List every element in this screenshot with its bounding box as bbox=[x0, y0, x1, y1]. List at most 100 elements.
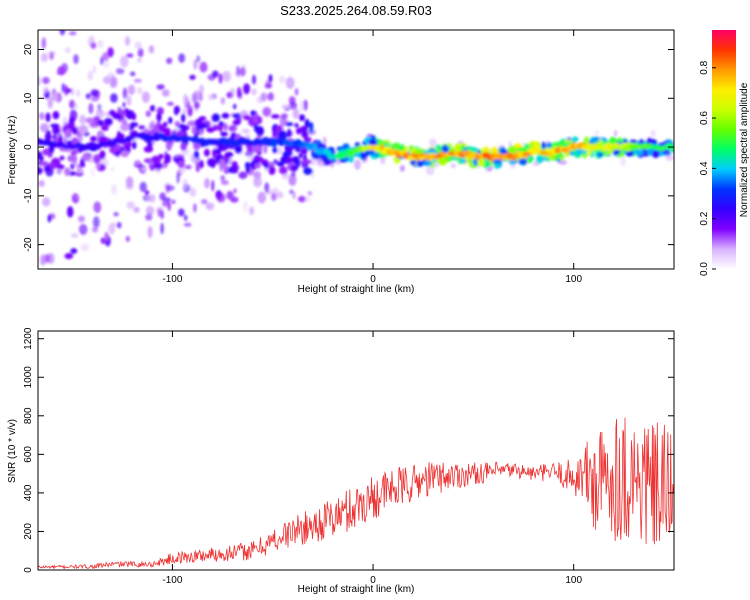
heatmap-blob bbox=[291, 169, 296, 177]
heatmap-blob bbox=[275, 125, 283, 132]
heatmap-blob bbox=[195, 164, 200, 173]
heatmap-y-ticks: -20 -10 0 10 20 bbox=[23, 44, 674, 252]
heatmap-blob bbox=[287, 128, 292, 138]
heatmap-blob bbox=[193, 101, 200, 110]
heatmap-blob bbox=[207, 126, 215, 133]
x-tick-label: 0 bbox=[370, 274, 376, 285]
heatmap-blob bbox=[232, 167, 238, 174]
heatmap-blob bbox=[236, 65, 240, 77]
heatmap-blob bbox=[243, 200, 248, 213]
heatmap-x-ticks: -100 0 100 bbox=[162, 30, 582, 285]
heatmap-blob bbox=[298, 152, 303, 159]
heatmap-blob bbox=[81, 153, 92, 162]
heatmap-blob bbox=[127, 84, 136, 96]
heatmap-blob bbox=[122, 87, 128, 100]
heatmap-marks bbox=[38, 30, 674, 266]
heatmap-blob bbox=[222, 70, 232, 82]
snr-plot-area bbox=[38, 331, 674, 570]
heatmap-blob bbox=[292, 108, 300, 119]
y-tick-label: 1200 bbox=[23, 327, 34, 350]
heatmap-blob bbox=[450, 163, 457, 168]
heatmap-blob bbox=[78, 124, 88, 135]
heatmap-blob bbox=[130, 71, 136, 77]
snr-frame bbox=[37, 330, 675, 571]
heatmap-blob bbox=[279, 166, 288, 175]
heatmap-blob bbox=[73, 54, 79, 65]
heatmap-blob bbox=[220, 175, 226, 181]
heatmap-blob bbox=[288, 101, 298, 110]
heatmap-blob bbox=[122, 118, 127, 126]
heatmap-blob bbox=[108, 223, 116, 235]
heatmap-blob bbox=[75, 194, 79, 200]
heatmap-blob bbox=[541, 141, 546, 149]
heatmap-blob bbox=[68, 116, 75, 124]
heatmap-blob bbox=[279, 75, 286, 84]
heatmap-blob bbox=[187, 120, 197, 127]
heatmap-blob bbox=[207, 158, 215, 167]
heatmap-blob bbox=[80, 243, 90, 252]
heatmap-blob bbox=[263, 162, 269, 169]
heatmap-blob bbox=[145, 110, 151, 117]
heatmap-blob bbox=[276, 147, 283, 155]
y-tick-label: 1000 bbox=[23, 366, 34, 389]
heatmap-blob bbox=[291, 156, 300, 163]
heatmap-blob bbox=[112, 113, 122, 120]
heatmap-blob bbox=[126, 95, 132, 106]
heatmap-blob bbox=[294, 88, 299, 96]
heatmap-blob bbox=[107, 47, 114, 58]
heatmap-blob bbox=[223, 123, 228, 131]
snr-panel: -100 0 100 0 200 400 600 800 1000 1200 Height of… bbox=[7, 327, 675, 595]
heatmap-blob bbox=[50, 123, 60, 128]
heatmap-blob bbox=[149, 129, 155, 134]
heatmap-blob bbox=[66, 206, 74, 218]
heatmap-blob bbox=[507, 145, 518, 154]
heatmap-blob bbox=[304, 118, 310, 128]
heatmap-blob bbox=[348, 155, 354, 163]
heatmap-blob bbox=[56, 70, 65, 76]
heatmap-blob bbox=[116, 222, 122, 229]
heatmap-ridge-blob bbox=[108, 140, 117, 147]
heatmap-blob bbox=[294, 123, 299, 128]
heatmap-blob bbox=[38, 180, 45, 187]
heatmap-blob bbox=[47, 214, 52, 223]
heatmap-blob bbox=[441, 144, 449, 154]
heatmap-blob bbox=[145, 213, 153, 221]
heatmap-blob bbox=[79, 114, 87, 125]
heatmap-blob bbox=[257, 191, 266, 204]
heatmap-blob bbox=[87, 70, 94, 81]
heatmap-blob bbox=[219, 158, 226, 169]
y-tick-label: 400 bbox=[23, 484, 34, 501]
heatmap-blob bbox=[233, 103, 237, 110]
heatmap-blob bbox=[199, 61, 208, 73]
heatmap-blob bbox=[198, 129, 204, 135]
heatmap-blob bbox=[182, 108, 187, 115]
heatmap-blob bbox=[52, 125, 61, 135]
heatmap-blob bbox=[109, 146, 118, 154]
heatmap-blob bbox=[144, 190, 150, 195]
heatmap-blob bbox=[110, 93, 118, 103]
heatmap-blob bbox=[95, 108, 105, 119]
heatmap-blob bbox=[93, 154, 101, 164]
heatmap-blob bbox=[90, 42, 97, 49]
heatmap-blob bbox=[93, 201, 102, 213]
heatmap-blob bbox=[245, 161, 251, 170]
heatmap-blob bbox=[134, 41, 142, 50]
heatmap-blob bbox=[42, 76, 50, 85]
heatmap-blob bbox=[650, 129, 656, 138]
heatmap-blob bbox=[400, 165, 405, 172]
heatmap-blob bbox=[585, 151, 592, 156]
heatmap-blob bbox=[39, 161, 50, 167]
heatmap-blob bbox=[304, 196, 312, 202]
heatmap-blob bbox=[153, 162, 163, 169]
heatmap-blob bbox=[262, 107, 272, 117]
heatmap-blob bbox=[193, 203, 197, 213]
heatmap-blob bbox=[571, 136, 579, 143]
heatmap-blob bbox=[147, 226, 153, 239]
heatmap-blob bbox=[79, 162, 86, 168]
heatmap-blob bbox=[597, 152, 604, 157]
heatmap-blob bbox=[90, 96, 100, 102]
heatmap-blob bbox=[437, 158, 448, 166]
heatmap-blob bbox=[91, 226, 99, 233]
heatmap-blob bbox=[285, 156, 294, 163]
